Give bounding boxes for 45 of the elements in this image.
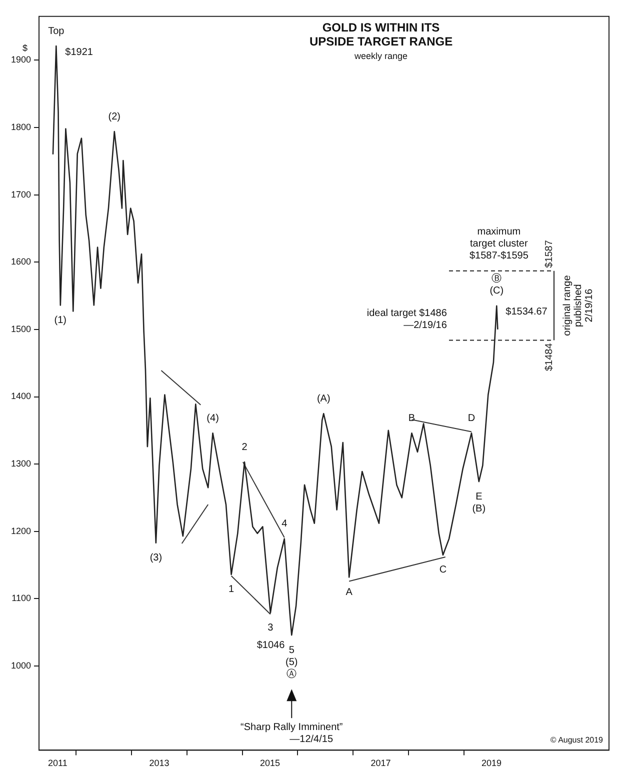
text: GOLD IS WITHIN ITS UPSIDE TARGET RANGE bbox=[309, 20, 453, 49]
annotation: Top bbox=[48, 26, 65, 37]
annotation: D bbox=[468, 412, 476, 424]
y-axis-title: $ bbox=[22, 42, 28, 53]
annotation: $1921 bbox=[65, 46, 94, 58]
annotation: C bbox=[439, 564, 447, 576]
annotation: (1) bbox=[54, 314, 67, 326]
annotation: © August 2019 bbox=[550, 735, 604, 744]
annotation: 4 bbox=[282, 518, 288, 530]
annotation: 2 bbox=[242, 442, 248, 453]
ref-line-label: $1587 bbox=[544, 240, 555, 268]
annotation: Ⓑ (C) bbox=[490, 272, 504, 297]
y-tick-label: 1900 bbox=[10, 54, 32, 65]
annotation: $1534.67 bbox=[506, 306, 548, 318]
annotation: 3 bbox=[268, 622, 274, 634]
annotation: ideal target $1486 —2/19/16 bbox=[366, 308, 448, 331]
x-tick-label: 2019 bbox=[481, 758, 502, 768]
annotation: 5 (5) Ⓐ bbox=[286, 644, 298, 680]
annotation: (4) bbox=[206, 412, 219, 424]
annotation: B bbox=[408, 412, 416, 424]
annotation: original range published 2/19/16 bbox=[562, 274, 595, 336]
annotation: $1046 bbox=[256, 640, 286, 651]
x-tick-label: 2011 bbox=[48, 758, 68, 768]
text: weekly range bbox=[353, 50, 408, 61]
annotation: E (B) bbox=[472, 491, 486, 514]
annotation: (2) bbox=[108, 111, 120, 122]
x-tick-label: 2013 bbox=[149, 758, 170, 768]
annotation: “Sharp Rally Imminent” —12/4/15 bbox=[240, 722, 343, 745]
y-tick-label: 1600 bbox=[10, 256, 32, 267]
y-tick-label: 1800 bbox=[10, 122, 32, 132]
y-tick-label: 1100 bbox=[12, 593, 32, 604]
x-tick-label: 2017 bbox=[370, 758, 391, 768]
annotation: 1 bbox=[228, 584, 235, 596]
y-tick-label: 1000 bbox=[10, 660, 32, 671]
y-tick-label: 1500 bbox=[10, 324, 32, 334]
annotation: maximum target cluster $1587-$1595 bbox=[469, 226, 529, 262]
y-tick-label: 1700 bbox=[10, 189, 32, 200]
annotation: A bbox=[346, 586, 353, 598]
y-tick-label: 1400 bbox=[10, 391, 32, 402]
annotation: (A) bbox=[316, 393, 330, 404]
x-tick-label: 2015 bbox=[260, 758, 280, 768]
ref-line-label: $1484 bbox=[544, 342, 555, 372]
annotation: (3) bbox=[150, 552, 162, 564]
y-tick-label: 1300 bbox=[10, 458, 32, 469]
y-tick-label: 1200 bbox=[10, 526, 32, 536]
